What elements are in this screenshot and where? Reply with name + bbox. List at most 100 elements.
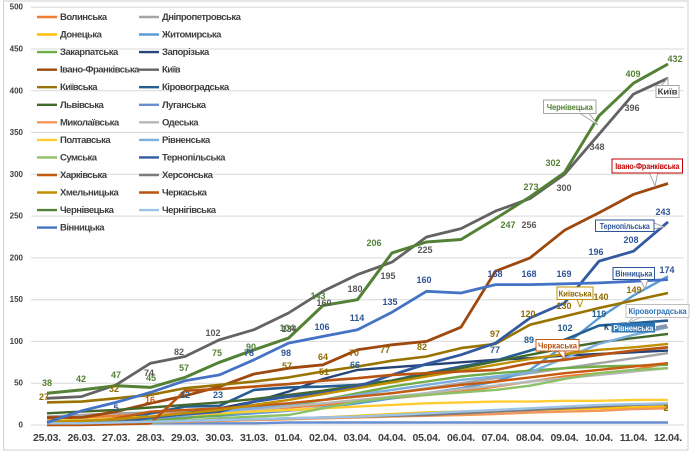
svg-text:168: 168 [487,269,502,279]
svg-text:Кіровоградська: Кіровоградська [162,82,230,93]
svg-text:Сумська: Сумська [60,152,98,163]
svg-text:Тернопільська: Тернопільська [162,152,226,163]
svg-text:75: 75 [212,348,222,358]
svg-text:396: 396 [624,103,639,113]
svg-text:04.04.: 04.04. [378,432,406,444]
svg-text:168: 168 [521,269,536,279]
svg-text:08.04.: 08.04. [516,432,544,444]
svg-text:Харківська: Харківська [60,170,108,181]
svg-text:Київ: Київ [658,88,678,97]
svg-text:Донецька: Донецька [60,30,103,41]
svg-text:174: 174 [659,265,674,275]
svg-text:Київ: Київ [162,65,181,76]
svg-text:104: 104 [279,323,294,333]
svg-text:160: 160 [316,298,331,308]
svg-text:89: 89 [524,335,534,345]
svg-text:Рівненська: Рівненська [613,324,654,333]
svg-text:300: 300 [556,183,571,193]
svg-text:28.03.: 28.03. [137,432,165,444]
svg-text:78: 78 [244,348,254,358]
svg-text:149: 149 [626,285,641,295]
svg-text:82: 82 [174,347,184,357]
svg-text:57: 57 [282,361,292,371]
svg-text:196: 196 [588,247,603,257]
svg-text:Львівська: Львівська [60,100,104,111]
svg-text:Одеська: Одеська [162,117,199,128]
svg-text:Київська: Київська [60,82,98,93]
svg-text:Чернівецька: Чернівецька [60,205,115,216]
svg-text:Івано-Франківська: Івано-Франківська [60,65,140,76]
svg-text:К: К [604,323,609,332]
svg-text:27.03.: 27.03. [102,432,130,444]
svg-text:Хмельницька: Хмельницька [60,188,120,199]
svg-text:82: 82 [417,342,427,352]
svg-text:432: 432 [667,54,682,64]
svg-text:Дніпропетровська: Дніпропетровська [162,12,242,23]
svg-text:22: 22 [180,390,190,400]
svg-text:143: 143 [310,291,325,301]
svg-text:200: 200 [10,253,24,262]
svg-text:100: 100 [10,337,24,346]
svg-text:302: 302 [545,158,560,168]
svg-text:Луганська: Луганська [162,100,207,111]
svg-text:500: 500 [10,3,24,12]
svg-text:64: 64 [318,352,328,362]
svg-text:256: 256 [521,220,536,230]
svg-text:102: 102 [557,323,572,333]
svg-text:90: 90 [246,342,256,352]
svg-text:98: 98 [281,348,291,358]
svg-text:12.04.: 12.04. [654,432,682,444]
svg-text:07.04.: 07.04. [482,432,510,444]
svg-text:Херсонська: Херсонська [162,170,214,181]
svg-text:38: 38 [42,378,52,388]
svg-text:273: 273 [523,182,538,192]
svg-text:Миколаївська: Миколаївська [60,117,120,128]
svg-text:42: 42 [76,374,86,384]
svg-text:206: 206 [366,238,381,248]
svg-text:Волинська: Волинська [60,12,108,23]
svg-text:30.03.: 30.03. [206,432,234,444]
svg-text:05.04.: 05.04. [413,432,441,444]
svg-text:134: 134 [281,324,296,334]
svg-text:106: 106 [314,322,329,332]
svg-text:32: 32 [109,384,119,394]
svg-text:74: 74 [144,368,154,378]
svg-text:26.03.: 26.03. [68,432,96,444]
svg-text:119: 119 [592,309,607,319]
svg-text:348: 348 [589,142,604,152]
svg-text:70: 70 [349,348,359,358]
svg-text:114: 114 [350,313,365,323]
svg-text:195: 195 [380,271,395,281]
svg-text:Черкаська: Черкаська [162,188,208,199]
svg-text:Полтавська: Полтавська [60,135,111,146]
svg-text:Київська: Київська [559,289,593,298]
svg-text:208: 208 [623,235,638,245]
svg-text:243: 243 [655,207,670,217]
svg-text:31.03.: 31.03. [240,432,268,444]
svg-text:169: 169 [556,269,571,279]
svg-text:50: 50 [14,379,23,388]
svg-text:77: 77 [490,345,500,355]
svg-text:47: 47 [111,370,121,380]
svg-text:350: 350 [10,128,24,137]
svg-text:Черкаська: Черкаська [538,341,578,350]
svg-text:150: 150 [10,295,24,304]
svg-text:51: 51 [319,367,329,377]
svg-text:27: 27 [39,392,49,402]
svg-text:10.04.: 10.04. [585,432,613,444]
svg-text:Івано-Франківська: Івано-Франківська [615,162,680,171]
svg-text:25.03.: 25.03. [33,432,61,444]
svg-text:130: 130 [556,301,571,311]
svg-text:23: 23 [213,390,223,400]
svg-text:450: 450 [10,45,24,54]
svg-text:Вінницька: Вінницька [615,270,653,279]
svg-text:247: 247 [500,220,515,230]
svg-text:Запорізька: Запорізька [162,47,210,58]
svg-text:5: 5 [113,403,118,413]
svg-text:11.04.: 11.04. [620,432,648,444]
svg-text:Тернопільська: Тернопільська [600,222,651,231]
svg-text:45: 45 [146,373,156,383]
svg-text:77: 77 [380,345,390,355]
svg-text:2: 2 [663,403,668,413]
svg-text:Вінницька: Вінницька [60,223,105,234]
